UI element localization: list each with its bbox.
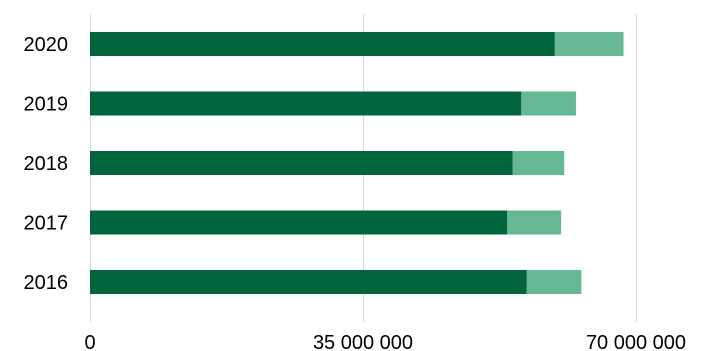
category-label-2019: 2019 [24, 94, 69, 116]
category-labels: 2020 2019 2018 2017 2016 [24, 34, 69, 294]
category-label-2017: 2017 [24, 213, 69, 235]
bar-2017-segment-2 [507, 210, 562, 235]
bar-2016-segment-2 [526, 270, 582, 294]
category-label-2020: 2020 [24, 34, 69, 56]
bar-2019-segment-2 [521, 91, 576, 116]
bar-2017-segment-1 [90, 210, 508, 235]
bar-2020-segment-2 [554, 32, 624, 56]
x-tick-label-2: 70 000 000 [586, 332, 686, 351]
bar-2019-segment-1 [90, 91, 522, 116]
category-label-2018: 2018 [24, 153, 69, 175]
bar-2020-segment-1 [90, 32, 555, 56]
x-tick-label-1: 35 000 000 [313, 332, 413, 351]
bar-2018-segment-1 [90, 151, 513, 175]
x-tick-label-0: 0 [84, 332, 95, 351]
bar-2016-segment-1 [90, 270, 527, 294]
bar-2018-segment-2 [512, 151, 565, 175]
category-label-2016: 2016 [24, 272, 69, 294]
bars [90, 32, 624, 294]
x-tick-labels: 0 35 000 000 70 000 000 [84, 332, 686, 351]
